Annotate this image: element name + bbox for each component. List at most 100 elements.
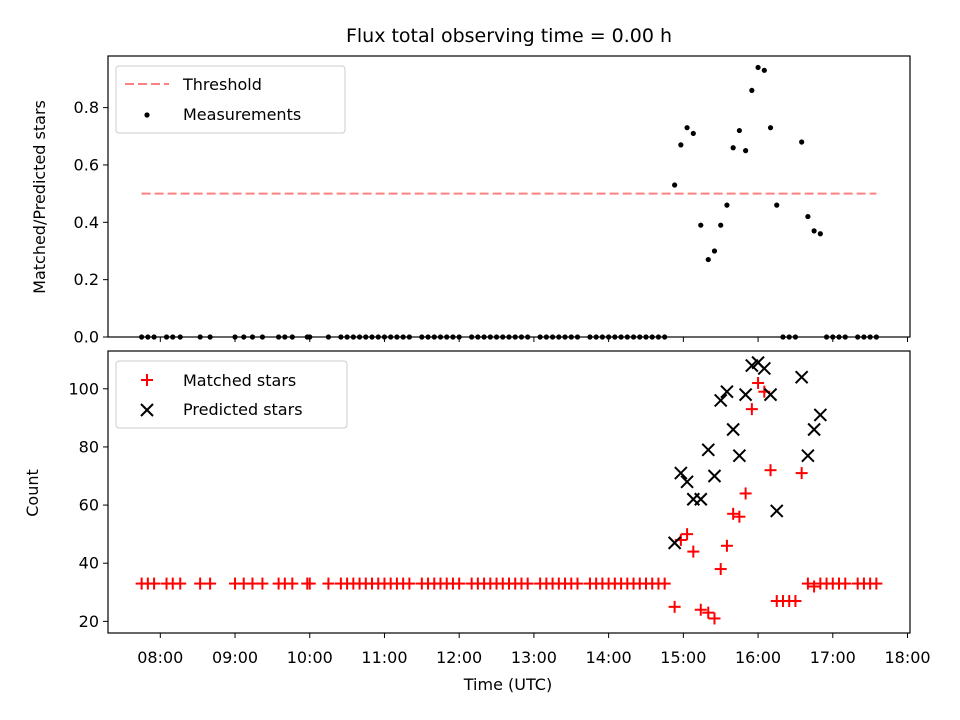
matched-stars-point bbox=[708, 612, 721, 625]
matched-stars-point bbox=[733, 510, 746, 523]
matched-stars-point bbox=[286, 577, 299, 590]
predicted-stars-point bbox=[732, 448, 747, 463]
predicted-stars-point bbox=[763, 387, 778, 402]
measurement-points bbox=[139, 64, 879, 340]
predicted-stars-point bbox=[801, 448, 815, 463]
predicted-stars-point bbox=[738, 387, 753, 402]
matched-stars-point bbox=[764, 464, 777, 477]
measurements-point bbox=[678, 142, 684, 148]
count-legend-box bbox=[115, 360, 348, 429]
count-y-tick-label: 80 bbox=[79, 437, 99, 456]
matched-stars-point bbox=[303, 577, 316, 590]
measurements-point bbox=[749, 87, 755, 94]
predicted-stars-point bbox=[667, 536, 682, 550]
x-tick-label: 15:00 bbox=[660, 648, 706, 667]
predicted-legend-label: Predicted stars bbox=[183, 400, 303, 419]
predicted-stars-point bbox=[714, 393, 728, 408]
count-y-tick-label: 60 bbox=[79, 496, 99, 515]
x-tick-label: 16:00 bbox=[735, 648, 781, 667]
measurements-point bbox=[718, 222, 724, 228]
matched-stars-point bbox=[453, 577, 466, 590]
count-panel: 20 40 60 80 100 08:00 09:00 10:00 11:00 12:00 13:0… bbox=[23, 350, 931, 694]
measurements-point bbox=[705, 256, 711, 263]
count-points bbox=[135, 355, 883, 625]
matched-stars-point bbox=[702, 606, 715, 619]
ratio-y-tick-label: 0.4 bbox=[74, 213, 99, 232]
x-tick-label: 09:00 bbox=[212, 648, 258, 667]
predicted-stars-point bbox=[694, 492, 708, 506]
x-axis-label: Time (UTC) bbox=[463, 675, 552, 694]
x-tick-label: 08:00 bbox=[137, 648, 183, 667]
matched-stars-point bbox=[808, 580, 821, 593]
x-tick-label: 12:00 bbox=[436, 648, 482, 667]
predicted-stars-point bbox=[813, 408, 828, 422]
matched-stars-point bbox=[714, 563, 727, 576]
measurements-point bbox=[805, 213, 811, 220]
predicted-stars-point bbox=[807, 422, 821, 437]
count-y-axis-label: Count bbox=[23, 469, 42, 517]
matched-legend-swatch bbox=[141, 374, 153, 386]
x-tick-label: 14:00 bbox=[586, 648, 632, 667]
predicted-stars-point bbox=[707, 469, 722, 483]
measurements-point bbox=[698, 222, 704, 228]
measurements-point bbox=[724, 202, 730, 208]
matched-stars-point bbox=[801, 577, 814, 590]
predicted-stars-point bbox=[757, 361, 772, 376]
matched-stars-point bbox=[681, 528, 694, 541]
ratio-y-tick-label: 0.6 bbox=[74, 155, 99, 174]
matched-stars-point bbox=[789, 595, 802, 608]
measurements-point bbox=[755, 64, 761, 71]
matched-stars-point bbox=[148, 577, 161, 590]
x-tick-label: 13:00 bbox=[511, 648, 557, 667]
matched-legend-label: Matched stars bbox=[183, 371, 296, 390]
measurements-point bbox=[736, 127, 742, 134]
measurements-point bbox=[672, 182, 678, 188]
x-tick-label: 17:00 bbox=[810, 648, 856, 667]
measurements-legend-label: Measurements bbox=[183, 105, 301, 124]
ratio-legend: Threshold Measurements bbox=[115, 65, 346, 134]
matched-stars-point bbox=[403, 577, 416, 590]
ratio-y-tick-label: 0.0 bbox=[74, 328, 99, 347]
measurements-point bbox=[767, 125, 774, 131]
measurements-point bbox=[684, 125, 690, 131]
count-y-tick-label: 20 bbox=[79, 612, 99, 631]
chart-title: Flux total observing time = 0.00 h bbox=[346, 25, 672, 47]
count-tick-layer: 20 40 60 80 100 08:00 09:00 10:00 11:00 12:00 13:0… bbox=[68, 379, 930, 667]
matched-stars-point bbox=[687, 545, 700, 558]
measurements-point bbox=[799, 139, 805, 145]
matched-stars-point bbox=[870, 577, 883, 590]
measurements-point bbox=[711, 248, 718, 254]
measurements-point bbox=[817, 231, 823, 237]
matched-stars-point bbox=[727, 507, 740, 520]
measurements-point bbox=[761, 67, 767, 73]
matched-stars-point bbox=[795, 467, 808, 480]
predicted-stars-point bbox=[701, 443, 715, 457]
measurements-point bbox=[730, 145, 736, 151]
matched-stars-point bbox=[658, 577, 671, 590]
matched-stars-point bbox=[668, 600, 681, 613]
predicted-stars-point bbox=[726, 422, 740, 437]
x-tick-label: 10:00 bbox=[287, 648, 333, 667]
measurements-point bbox=[774, 202, 780, 208]
x-tick-label: 18:00 bbox=[884, 648, 930, 667]
measurements-point bbox=[743, 148, 749, 154]
matched-stars-point bbox=[839, 577, 852, 590]
measurements-legend-swatch bbox=[144, 112, 150, 118]
count-y-tick-label: 100 bbox=[68, 379, 99, 398]
count-y-tick-label: 40 bbox=[79, 554, 99, 573]
ratio-plot-frame bbox=[107, 55, 911, 338]
count-legend: Matched stars Predicted stars bbox=[115, 360, 348, 429]
predicted-stars-point bbox=[770, 504, 784, 518]
matched-stars-point bbox=[752, 376, 765, 389]
count-plot-frame bbox=[107, 350, 911, 634]
predicted-stars-point bbox=[680, 475, 694, 489]
x-tick-label: 11:00 bbox=[361, 648, 407, 667]
ratio-y-tick-label: 0.2 bbox=[74, 270, 99, 289]
matched-stars-point bbox=[204, 577, 217, 590]
threshold-legend-label: Threshold bbox=[182, 75, 262, 94]
matched-stars-point bbox=[174, 577, 187, 590]
matched-stars-point bbox=[739, 487, 752, 500]
matched-stars-point bbox=[745, 403, 758, 416]
predicted-stars-point bbox=[794, 370, 809, 384]
